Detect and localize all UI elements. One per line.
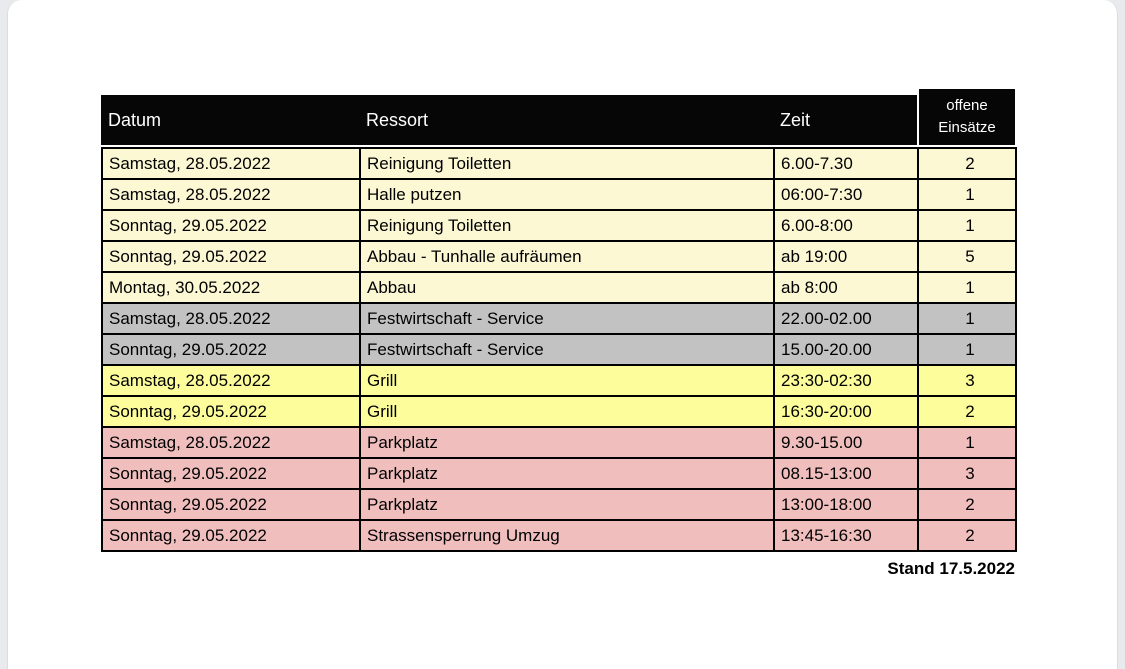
cell-offene: 2	[917, 488, 1017, 521]
cell-offene: 1	[917, 333, 1017, 366]
cell-zeit: 16:30-20:00	[773, 395, 919, 428]
header-offene-einsaetze: offene Einsätze	[919, 89, 1015, 145]
cell-offene: 1	[917, 426, 1017, 459]
table-row: Montag, 30.05.2022 Abbau ab 8:00 1	[101, 271, 1017, 304]
table-row: Samstag, 28.05.2022 Grill 23:30-02:30 3	[101, 364, 1017, 397]
table-area: Datum Ressort Zeit offene Einsätze Samst…	[101, 89, 1017, 579]
header-datum: Datum	[108, 109, 162, 130]
cell-datum: Samstag, 28.05.2022	[101, 178, 361, 211]
table-row: Sonntag, 29.05.2022 Abbau - Tunhalle auf…	[101, 240, 1017, 273]
cell-datum: Montag, 30.05.2022	[101, 271, 361, 304]
cell-offene: 2	[917, 519, 1017, 552]
cell-zeit: 08.15-13:00	[773, 457, 919, 490]
cell-offene: 1	[917, 271, 1017, 304]
cell-zeit: 6.00-8:00	[773, 209, 919, 242]
cell-offene: 3	[917, 457, 1017, 490]
cell-datum: Samstag, 28.05.2022	[101, 426, 361, 459]
cell-zeit: ab 8:00	[773, 271, 919, 304]
table-row: Sonntag, 29.05.2022 Grill 16:30-20:00 2	[101, 395, 1017, 428]
table-row: Samstag, 28.05.2022 Festwirtschaft - Ser…	[101, 302, 1017, 335]
cell-zeit: 9.30-15.00	[773, 426, 919, 459]
table-row: Sonntag, 29.05.2022 Reinigung Toiletten …	[101, 209, 1017, 242]
header-ressort: Ressort	[366, 109, 429, 130]
cell-zeit: 6.00-7.30	[773, 147, 919, 180]
cell-zeit: ab 19:00	[773, 240, 919, 273]
cell-zeit: 23:30-02:30	[773, 364, 919, 397]
cell-datum: Samstag, 28.05.2022	[101, 147, 361, 180]
cell-ressort: Reinigung Toiletten	[359, 147, 775, 180]
cell-zeit: 15.00-20.00	[773, 333, 919, 366]
cell-ressort: Festwirtschaft - Service	[359, 333, 775, 366]
cell-ressort: Halle putzen	[359, 178, 775, 211]
cell-ressort: Parkplatz	[359, 488, 775, 521]
cell-ressort: Abbau - Tunhalle aufräumen	[359, 240, 775, 273]
cell-offene: 1	[917, 302, 1017, 335]
cell-ressort: Grill	[359, 395, 775, 428]
header-zeit: Zeit	[780, 109, 811, 130]
table-row: Sonntag, 29.05.2022 Festwirtschaft - Ser…	[101, 333, 1017, 366]
cell-offene: 3	[917, 364, 1017, 397]
cell-ressort: Reinigung Toiletten	[359, 209, 775, 242]
cell-datum: Sonntag, 29.05.2022	[101, 457, 361, 490]
cell-zeit: 22.00-02.00	[773, 302, 919, 335]
cell-ressort: Parkplatz	[359, 426, 775, 459]
cell-datum: Samstag, 28.05.2022	[101, 302, 361, 335]
cell-ressort: Festwirtschaft - Service	[359, 302, 775, 335]
cell-offene: 5	[917, 240, 1017, 273]
shifts-table: Samstag, 28.05.2022 Reinigung Toiletten …	[101, 147, 1017, 552]
cell-datum: Sonntag, 29.05.2022	[101, 333, 361, 366]
cell-ressort: Parkplatz	[359, 457, 775, 490]
cell-ressort: Grill	[359, 364, 775, 397]
cell-zeit: 13:45-16:30	[773, 519, 919, 552]
cell-offene: 2	[917, 395, 1017, 428]
cell-datum: Samstag, 28.05.2022	[101, 364, 361, 397]
cell-offene: 1	[917, 178, 1017, 211]
table-row: Samstag, 28.05.2022 Halle putzen 06:00-7…	[101, 178, 1017, 211]
table-row: Sonntag, 29.05.2022 Strassensperrung Umz…	[101, 519, 1017, 552]
document-page: Datum Ressort Zeit offene Einsätze Samst…	[7, 0, 1118, 669]
table-row: Sonntag, 29.05.2022 Parkplatz 08.15-13:0…	[101, 457, 1017, 490]
table-header: Datum Ressort Zeit offene Einsätze	[101, 89, 1015, 145]
cell-offene: 1	[917, 209, 1017, 242]
cell-datum: Sonntag, 29.05.2022	[101, 395, 361, 428]
cell-datum: Sonntag, 29.05.2022	[101, 519, 361, 552]
table-row: Sonntag, 29.05.2022 Parkplatz 13:00-18:0…	[101, 488, 1017, 521]
cell-zeit: 06:00-7:30	[773, 178, 919, 211]
stand-note: Stand 17.5.2022	[887, 559, 1015, 578]
cell-datum: Sonntag, 29.05.2022	[101, 240, 361, 273]
cell-datum: Sonntag, 29.05.2022	[101, 488, 361, 521]
cell-datum: Sonntag, 29.05.2022	[101, 209, 361, 242]
table-body: Samstag, 28.05.2022 Reinigung Toiletten …	[101, 147, 1017, 552]
header-bar: Datum Ressort Zeit	[101, 95, 917, 145]
table-row: Samstag, 28.05.2022 Parkplatz 9.30-15.00…	[101, 426, 1017, 459]
cell-offene: 2	[917, 147, 1017, 180]
cell-ressort: Abbau	[359, 271, 775, 304]
cell-zeit: 13:00-18:00	[773, 488, 919, 521]
cell-ressort: Strassensperrung Umzug	[359, 519, 775, 552]
table-row: Samstag, 28.05.2022 Reinigung Toiletten …	[101, 147, 1017, 180]
